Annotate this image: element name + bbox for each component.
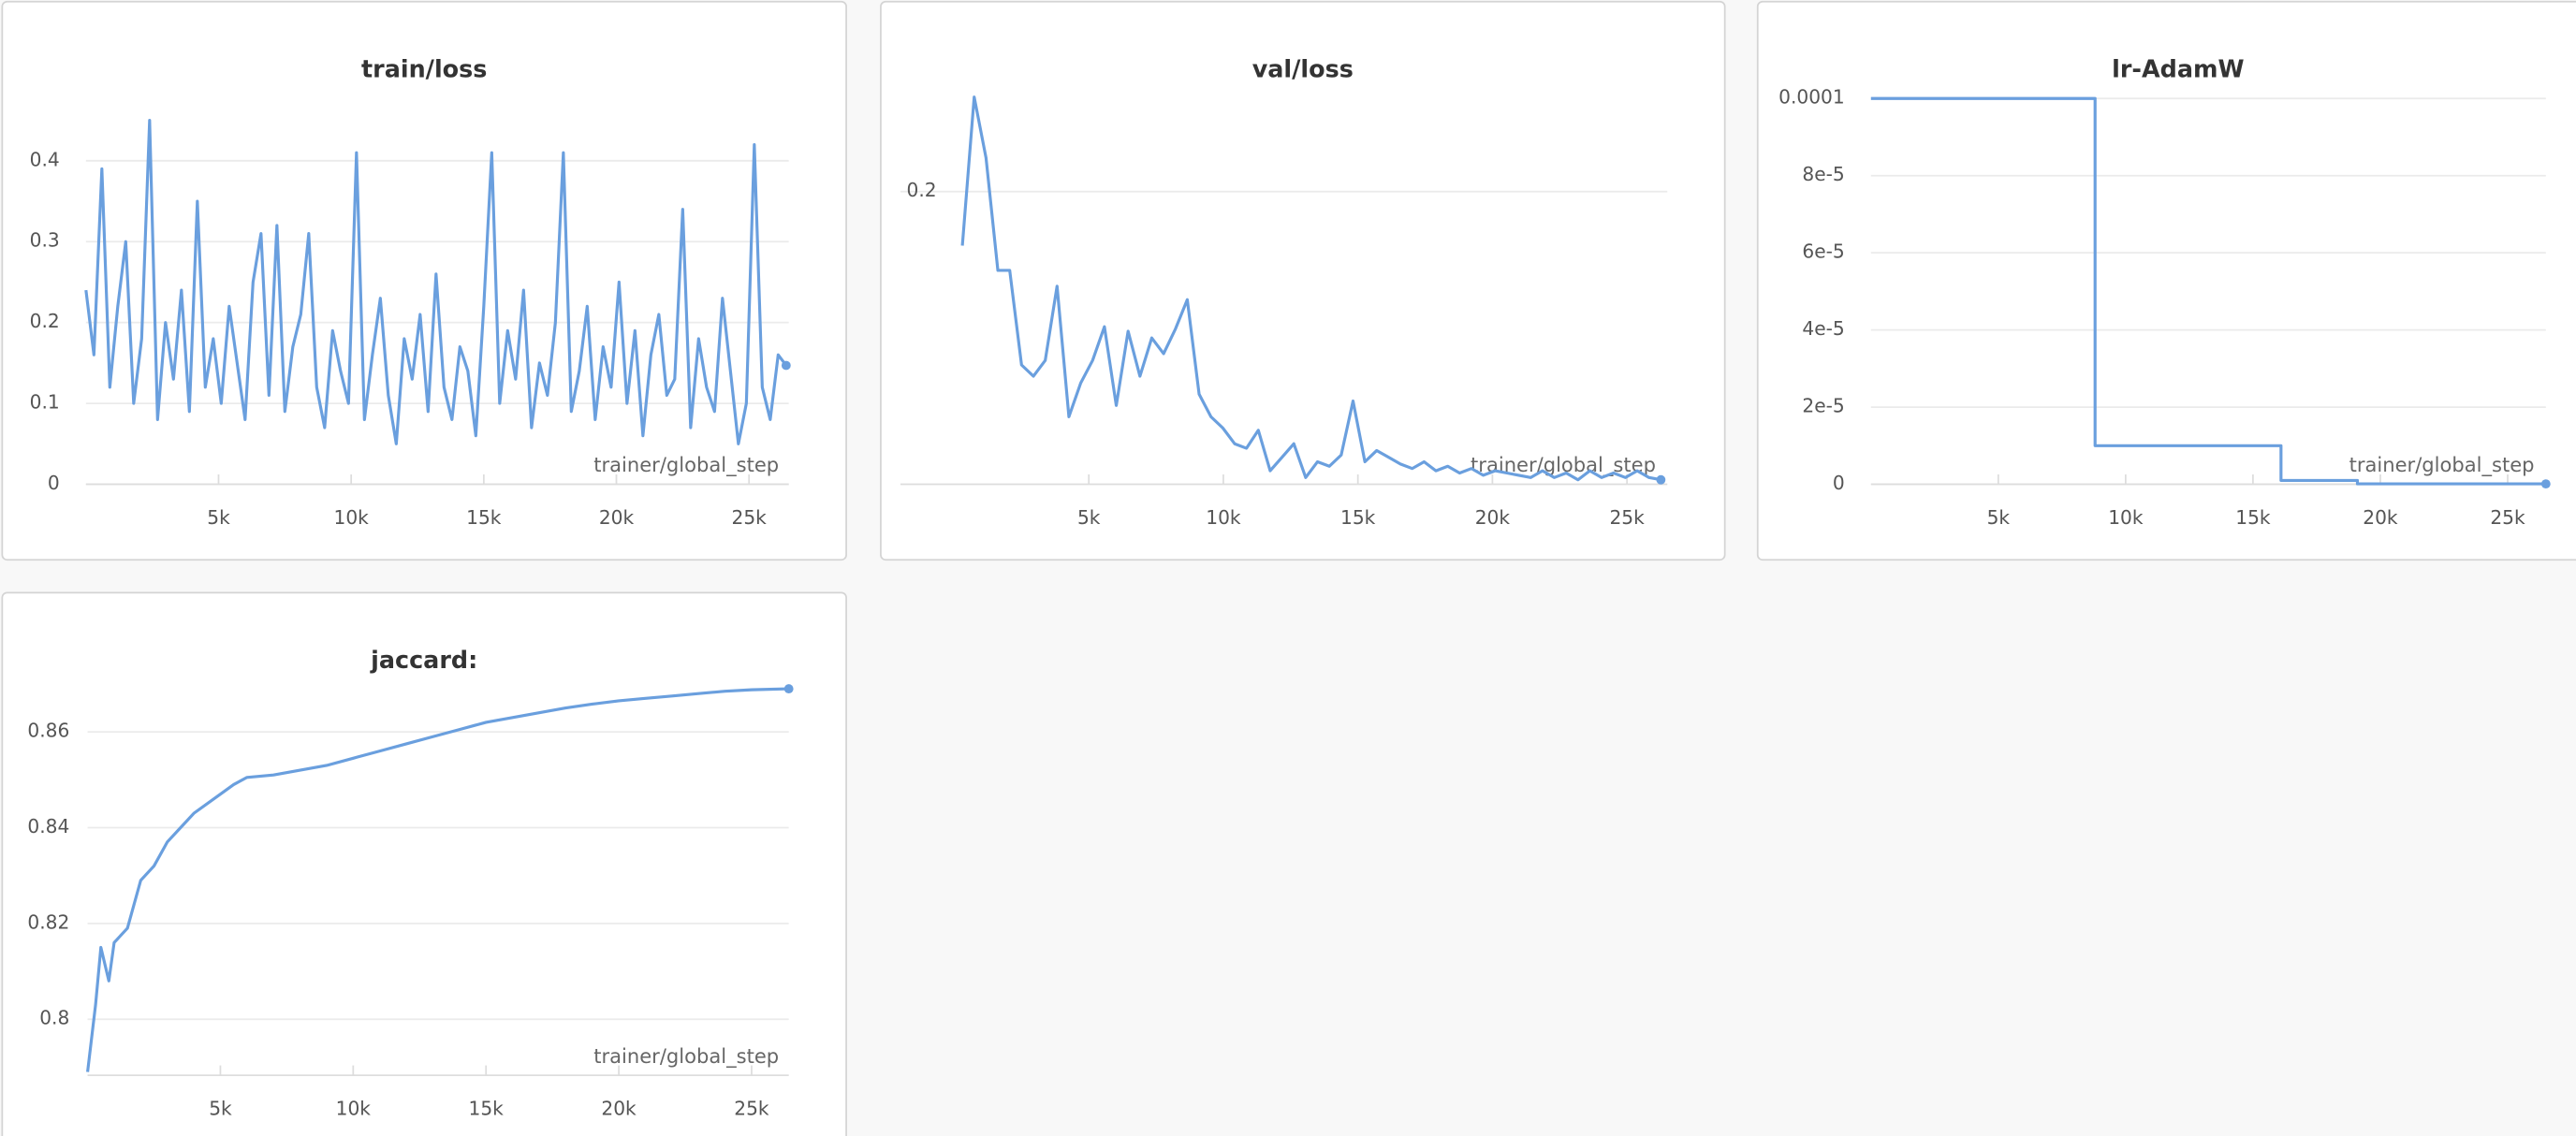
y-tick-label: 2e-5 bbox=[1802, 395, 1844, 417]
chart-title: lr-AdamW bbox=[2112, 54, 2244, 82]
x-axis-label: trainer/global_step bbox=[2349, 453, 2535, 476]
x-tick-label: 15k bbox=[469, 1097, 505, 1119]
x-tick-label: 10k bbox=[1206, 506, 1241, 529]
line-series bbox=[960, 95, 1661, 482]
x-tick-label: 5k bbox=[207, 506, 230, 529]
y-tick-label: 0.4 bbox=[30, 148, 60, 170]
line-series bbox=[1870, 96, 2546, 486]
end-point bbox=[2540, 479, 2551, 489]
y-tick-label: 8e-5 bbox=[1802, 163, 1844, 185]
end-point bbox=[783, 684, 794, 694]
x-tick-label: 25k bbox=[734, 1097, 769, 1119]
y-tick-label: 0.2 bbox=[907, 179, 937, 201]
x-tick-label: 25k bbox=[2490, 506, 2525, 529]
x-tick-label: 10k bbox=[2108, 506, 2144, 529]
y-tick-label: 0.0001 bbox=[1778, 86, 1845, 109]
x-tick-label: 25k bbox=[732, 506, 768, 529]
y-tick-label: 0.86 bbox=[27, 720, 69, 742]
y-tick-label: 0 bbox=[48, 472, 60, 494]
x-tick-label: 15k bbox=[2235, 506, 2271, 529]
panel bbox=[1, 0, 847, 561]
x-tick-label: 20k bbox=[2363, 506, 2398, 529]
y-tick-label: 0.82 bbox=[27, 910, 69, 933]
y-tick-label: 6e-5 bbox=[1802, 240, 1844, 263]
y-tick-label: 0 bbox=[1833, 472, 1845, 494]
y-tick-label: 0.84 bbox=[27, 815, 69, 837]
y-tick-label: 0.2 bbox=[30, 310, 60, 332]
x-tick-label: 20k bbox=[599, 506, 635, 529]
x-tick-label: 20k bbox=[1475, 506, 1511, 529]
y-tick-label: 0.8 bbox=[39, 1007, 69, 1029]
line-series bbox=[84, 119, 788, 445]
x-tick-label: 10k bbox=[334, 506, 370, 529]
y-tick-label: 0.1 bbox=[30, 391, 60, 414]
x-axis-label: trainer/global_step bbox=[593, 1044, 779, 1068]
x-tick-label: 15k bbox=[466, 506, 502, 529]
x-tick-label: 20k bbox=[601, 1097, 637, 1119]
line-series bbox=[86, 687, 789, 1072]
x-tick-label: 5k bbox=[1987, 506, 2011, 529]
x-tick-label: 15k bbox=[1340, 506, 1376, 529]
x-tick-label: 5k bbox=[209, 1097, 232, 1119]
y-tick-label: 0.3 bbox=[30, 229, 60, 252]
x-tick-label: 5k bbox=[1077, 506, 1101, 529]
x-axis-label: trainer/global_step bbox=[593, 453, 779, 476]
panel bbox=[1756, 0, 2576, 561]
end-point bbox=[1656, 474, 1666, 485]
end-point bbox=[781, 360, 791, 371]
x-tick-label: 10k bbox=[336, 1097, 372, 1119]
panel bbox=[1, 591, 847, 1136]
x-tick-label: 25k bbox=[1609, 506, 1645, 529]
chart-title: train/loss bbox=[361, 54, 487, 82]
chart-title: val/loss bbox=[1252, 54, 1354, 82]
panel bbox=[880, 0, 1726, 561]
chart-title: jaccard: bbox=[370, 646, 477, 674]
y-tick-label: 4e-5 bbox=[1802, 317, 1844, 340]
